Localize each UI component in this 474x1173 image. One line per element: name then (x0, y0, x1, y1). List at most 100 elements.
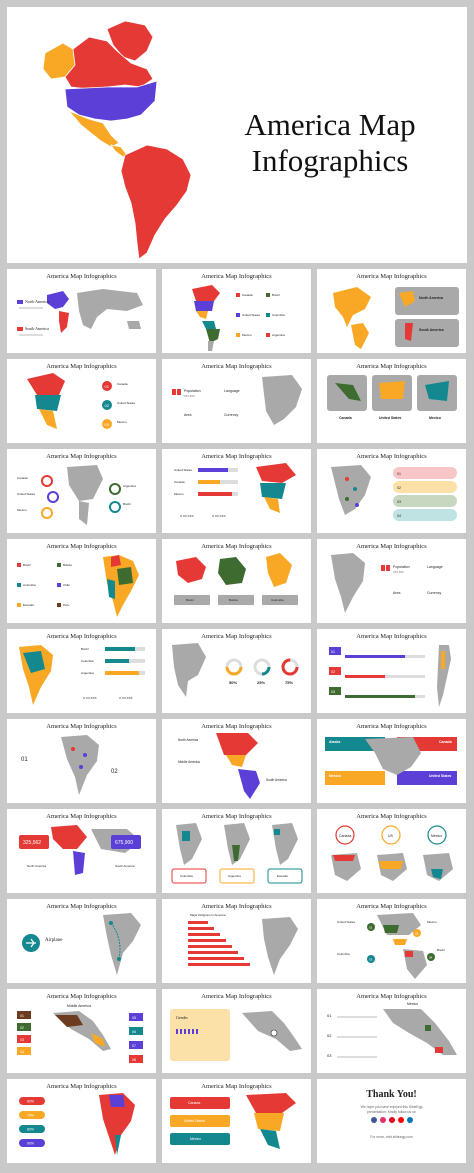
slide-thumbnail-11[interactable]: America Map Infographics Brazil Bolivia … (162, 539, 311, 623)
slide-title: America Map Infographics (356, 363, 427, 370)
slide-thumbnail-15[interactable]: America Map Infographics 01 02 03 (317, 629, 466, 713)
slide-thumbnail-13[interactable]: America Map Infographics Brazil Colombia… (7, 629, 156, 713)
donut-percent-map: 50% 25% 75% (172, 643, 299, 697)
facebook-icon[interactable] (371, 1117, 377, 1123)
svg-text:02: 02 (397, 486, 401, 490)
svg-text:United States: United States (379, 416, 401, 420)
svg-text:Canada: Canada (117, 382, 128, 386)
slide-thumbnail-24[interactable]: America Map Infographics 01 02 03 04 Uni… (317, 899, 466, 983)
slide-title: America Map Infographics (356, 993, 427, 1000)
svg-text:Colombia: Colombia (23, 583, 36, 587)
slide-thumbnail-9[interactable]: America Map Infographics 01 02 03 04 (317, 449, 466, 533)
slide-thumbnail-10[interactable]: America Map Infographics Brazil Bolivia … (7, 539, 156, 623)
three-country-frames: Colombia Argentina Ecuador (171, 823, 303, 884)
slide-thumbnail-6[interactable]: America Map Infographics Canada United S… (317, 359, 466, 443)
svg-text:Mexico: Mexico (407, 1002, 418, 1006)
svg-text:Peru: Peru (63, 603, 70, 607)
americas-country-map: Canada Brazil United States Colombia Mex… (192, 285, 285, 351)
slide-thumbnail-7[interactable]: America Map Infographics Canada United S… (7, 449, 156, 533)
youtube-icon[interactable] (398, 1117, 404, 1123)
svg-text:Mexico: Mexico (429, 416, 441, 420)
slide-thumbnail-20[interactable]: America Map Infographics Colombia Argent… (162, 809, 311, 893)
svg-text:Mexico: Mexico (174, 492, 184, 496)
svg-text:North America: North America (27, 864, 46, 868)
south-america-stats: Population XXX,XXX Language Area Currenc… (331, 553, 443, 613)
percent-pill-map: 60% 70% 80% 90% (19, 1093, 135, 1155)
svg-text:06: 06 (132, 1030, 136, 1034)
svg-text:02: 02 (415, 932, 419, 936)
svg-text:United States: United States (242, 313, 261, 317)
slide-thumbnail-27[interactable]: America Map Infographics Mexico 01 02 03 (317, 989, 466, 1073)
slide-thumbnail-16[interactable]: America Map Infographics 01 02 (7, 719, 156, 803)
slide-title: America Map Infographics (201, 813, 272, 820)
three-region-map: North America Middle America South Ameri… (178, 733, 287, 799)
slide-thumbnail-1[interactable]: America Map Infographics North America S… (7, 269, 156, 353)
circle-country-badges: Canada US Mexico (331, 825, 453, 881)
svg-text:Colombia: Colombia (180, 874, 193, 878)
slide-thumbnail-2[interactable]: America Map Infographics Canada Brazil U… (162, 269, 311, 353)
svg-text:Colombia: Colombia (271, 598, 284, 602)
south-america-countries: Brazil Bolivia Colombia Chile Ecuador Pe… (17, 555, 139, 617)
svg-text:02: 02 (331, 670, 335, 674)
slide-thumbnail-29[interactable]: America Map Infographics Canada United S… (162, 1079, 311, 1163)
svg-text:01: 01 (327, 1013, 332, 1018)
svg-text:Ecuador: Ecuador (23, 603, 34, 607)
slide-thumbnail-12[interactable]: America Map Infographics Population XXX,… (317, 539, 466, 623)
svg-text:04: 04 (20, 1050, 24, 1054)
hero-americas-map (42, 20, 192, 260)
slide-thumbnail-22[interactable]: America Map Infographics Airplane (7, 899, 156, 983)
pinterest-icon[interactable] (389, 1117, 395, 1123)
svg-text:03: 03 (331, 690, 335, 694)
svg-text:02: 02 (105, 403, 110, 408)
three-country-cards: Canada United States Mexico (327, 375, 457, 420)
slide-thumbnail-5[interactable]: America Map Infographics Population XXX,… (162, 359, 311, 443)
slide-thumbnail-14[interactable]: America Map Infographics 50% 25% 75% (162, 629, 311, 713)
slide-thumbnail-8[interactable]: America Map Infographics United States C… (162, 449, 311, 533)
svg-text:United States: United States (174, 468, 193, 472)
instagram-icon[interactable] (380, 1117, 386, 1123)
linkedin-icon[interactable] (407, 1117, 413, 1123)
pin-map: 01 02 (21, 735, 118, 795)
svg-text:Language: Language (427, 565, 443, 569)
world-map-graphic: North America South America (17, 289, 143, 336)
svg-text:Mexico: Mexico (190, 1137, 201, 1141)
svg-text:Canada: Canada (439, 740, 452, 744)
svg-text:XXX,XXX: XXX,XXX (393, 571, 404, 574)
slide-thumbnail-17[interactable]: America Map Infographics North America M… (162, 719, 311, 803)
svg-text:Language: Language (224, 389, 240, 393)
slide-title: America Map Infographics (46, 363, 117, 370)
svg-text:South America: South America (266, 778, 287, 782)
svg-text:South America: South America (115, 864, 135, 868)
svg-text:Colombia: Colombia (272, 313, 285, 317)
slide-thumbnail-4[interactable]: America Map Infographics 01 02 03 Canada… (7, 359, 156, 443)
svg-text:01: 01 (397, 472, 401, 476)
svg-text:Mexico: Mexico (117, 420, 127, 424)
svg-text:01: 01 (369, 926, 373, 930)
svg-text:Canada: Canada (339, 416, 352, 420)
svg-text:Gender: Gender (176, 1015, 188, 1020)
svg-text:02: 02 (111, 769, 118, 775)
svg-text:Bolivia: Bolivia (229, 598, 238, 602)
slide-thumbnail-3[interactable]: America Map Infographics North America S… (317, 269, 466, 353)
social-icons (371, 1117, 413, 1123)
slide-title: America Map Infographics (201, 993, 272, 1000)
slide-title: America Map Infographics (46, 273, 117, 280)
slide-thumbnail-grid: America Map Infographics North America S… (7, 269, 467, 1163)
slide-thumbnail-25[interactable]: America Map Infographics Middle America … (7, 989, 156, 1073)
hero-slide[interactable]: America Map Infographics (7, 7, 467, 263)
slide-thumbnail-19[interactable]: America Map Infographics 325,562 675,900… (7, 809, 156, 893)
svg-text:01: 01 (331, 650, 335, 654)
svg-text:X,XX,XXX: X,XX,XXX (180, 514, 194, 518)
svg-text:United States: United States (184, 1119, 205, 1123)
slide-thumbnail-26[interactable]: America Map Infographics Gender (162, 989, 311, 1073)
svg-text:Argentina: Argentina (272, 333, 285, 337)
svg-text:75%: 75% (285, 680, 293, 685)
slide-thumbnail-30-thank-you[interactable]: Thank You! We hope you have enjoyed this… (317, 1079, 466, 1163)
slide-thumbnail-28[interactable]: America Map Infographics 60% 70% 80% 90% (7, 1079, 156, 1163)
slide-thumbnail-21[interactable]: America Map Infographics Canada US Mexic… (317, 809, 466, 893)
slide-thumbnail-23[interactable]: America Map Infographics Major Religions… (162, 899, 311, 983)
slide-thumbnail-18[interactable]: America Map Infographics Alaska Canada M… (317, 719, 466, 803)
slide-title: America Map Infographics (356, 723, 427, 730)
svg-text:08: 08 (132, 1058, 136, 1062)
svg-text:Argentina: Argentina (81, 671, 94, 675)
